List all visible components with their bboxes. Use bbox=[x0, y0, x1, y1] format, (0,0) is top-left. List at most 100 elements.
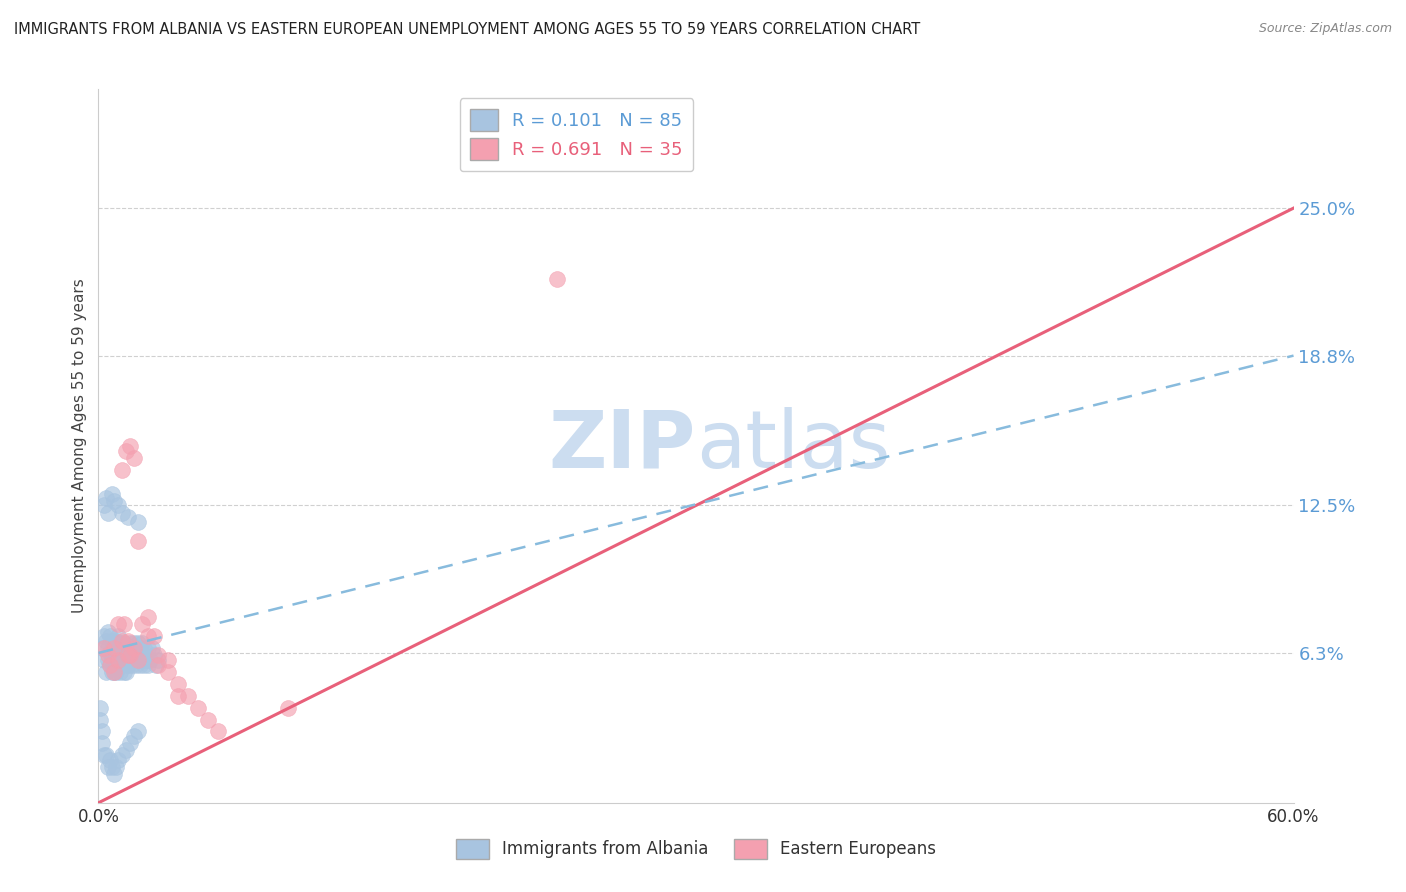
Point bbox=[207, 724, 229, 739]
Point bbox=[131, 636, 153, 650]
Point bbox=[136, 610, 159, 624]
Point bbox=[101, 665, 124, 679]
Point bbox=[97, 648, 120, 663]
Point bbox=[93, 629, 115, 643]
Point bbox=[124, 636, 146, 650]
Point bbox=[117, 657, 139, 672]
Point bbox=[120, 636, 142, 650]
Point bbox=[89, 700, 111, 714]
Point bbox=[117, 634, 139, 648]
Point bbox=[121, 641, 143, 656]
Point bbox=[187, 700, 209, 714]
Point bbox=[112, 653, 135, 667]
Text: Source: ZipAtlas.com: Source: ZipAtlas.com bbox=[1258, 22, 1392, 36]
Point bbox=[124, 641, 146, 656]
Point bbox=[107, 753, 129, 767]
Point bbox=[127, 724, 149, 739]
Point bbox=[120, 439, 142, 453]
Point bbox=[117, 510, 139, 524]
Point bbox=[101, 760, 124, 774]
Point bbox=[96, 491, 118, 506]
Point bbox=[98, 657, 122, 672]
Point bbox=[120, 648, 142, 663]
Point bbox=[111, 641, 134, 656]
Point bbox=[111, 657, 134, 672]
Point bbox=[110, 636, 132, 650]
Point bbox=[131, 617, 153, 632]
Point bbox=[115, 443, 138, 458]
Point bbox=[111, 634, 134, 648]
Point bbox=[115, 665, 138, 679]
Point bbox=[103, 636, 125, 650]
Point bbox=[112, 665, 135, 679]
Point bbox=[107, 653, 129, 667]
Point bbox=[167, 677, 190, 691]
Point bbox=[101, 648, 124, 663]
Point bbox=[124, 653, 146, 667]
Point bbox=[98, 657, 122, 672]
Point bbox=[134, 657, 156, 672]
Point bbox=[107, 629, 129, 643]
Point bbox=[157, 653, 180, 667]
Point bbox=[115, 648, 138, 663]
Point bbox=[127, 653, 149, 667]
Point bbox=[115, 743, 138, 757]
Point bbox=[112, 617, 135, 632]
Point bbox=[139, 653, 162, 667]
Point bbox=[546, 272, 568, 286]
Point bbox=[136, 629, 159, 643]
Point bbox=[103, 653, 125, 667]
Point bbox=[277, 700, 299, 714]
Point bbox=[98, 753, 122, 767]
Point bbox=[148, 648, 170, 663]
Point bbox=[107, 646, 129, 660]
Point bbox=[97, 653, 120, 667]
Point bbox=[91, 736, 114, 750]
Point bbox=[145, 657, 167, 672]
Legend: Immigrants from Albania, Eastern Europeans: Immigrants from Albania, Eastern Europea… bbox=[449, 832, 943, 866]
Point bbox=[96, 634, 118, 648]
Point bbox=[197, 713, 219, 727]
Point bbox=[129, 657, 152, 672]
Point bbox=[93, 748, 115, 763]
Text: ZIP: ZIP bbox=[548, 407, 696, 485]
Point bbox=[136, 657, 159, 672]
Point bbox=[127, 653, 149, 667]
Point bbox=[125, 657, 148, 672]
Point bbox=[96, 665, 118, 679]
Point bbox=[143, 648, 166, 663]
Point bbox=[107, 657, 129, 672]
Text: atlas: atlas bbox=[696, 407, 890, 485]
Point bbox=[101, 486, 124, 500]
Point bbox=[177, 689, 200, 703]
Point bbox=[98, 629, 122, 643]
Point bbox=[93, 653, 115, 667]
Point bbox=[136, 641, 159, 656]
Point bbox=[112, 636, 135, 650]
Point bbox=[97, 506, 120, 520]
Point bbox=[129, 641, 152, 656]
Point bbox=[117, 641, 139, 656]
Point bbox=[167, 689, 190, 703]
Point bbox=[91, 641, 114, 656]
Point bbox=[157, 665, 180, 679]
Point bbox=[93, 499, 115, 513]
Point bbox=[101, 634, 124, 648]
Point bbox=[124, 450, 146, 465]
Point bbox=[111, 463, 134, 477]
Point bbox=[120, 736, 142, 750]
Point bbox=[111, 506, 134, 520]
Point bbox=[89, 713, 111, 727]
Point bbox=[148, 657, 170, 672]
Point bbox=[103, 641, 125, 656]
Point bbox=[134, 641, 156, 656]
Point bbox=[97, 760, 120, 774]
Point bbox=[97, 624, 120, 639]
Point bbox=[148, 653, 170, 667]
Point bbox=[105, 634, 128, 648]
Point bbox=[97, 641, 120, 656]
Point bbox=[103, 767, 125, 781]
Point bbox=[105, 648, 128, 663]
Point bbox=[135, 653, 157, 667]
Point bbox=[110, 665, 132, 679]
